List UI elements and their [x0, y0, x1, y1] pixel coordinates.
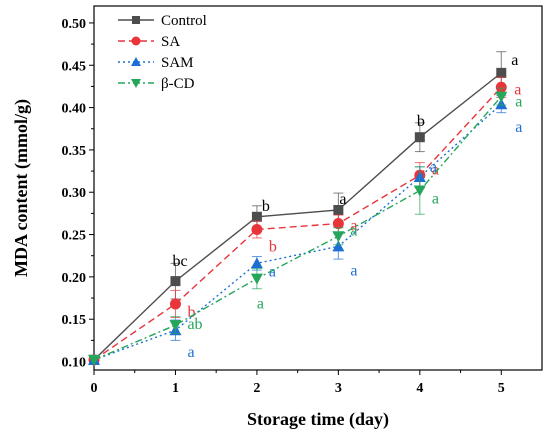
- significance-label: a: [350, 218, 357, 235]
- significance-label: bc: [172, 253, 187, 270]
- significance-label: ab: [187, 316, 202, 333]
- y-tick-label: 0.50: [62, 17, 87, 32]
- legend-label: Control: [161, 13, 207, 29]
- significance-label: a: [432, 161, 439, 178]
- data-point: [495, 91, 508, 103]
- legend-label: SA: [161, 34, 180, 50]
- significance-label: a: [350, 262, 357, 279]
- x-tick-label: 3: [335, 381, 342, 396]
- significance-label: a: [350, 222, 357, 239]
- data-point: [250, 273, 263, 285]
- x-tick-label: 5: [498, 381, 505, 396]
- data-point: [251, 223, 263, 235]
- significance-label: a: [432, 191, 439, 208]
- series-line-1: [93, 86, 502, 361]
- data-point: [169, 320, 182, 332]
- legend-marker: [132, 16, 140, 24]
- data-point: [332, 231, 345, 243]
- significance-label: a: [514, 81, 521, 98]
- x-tick-label: 1: [172, 381, 179, 396]
- data-point: [170, 276, 181, 287]
- data-point: [495, 81, 507, 93]
- legend-marker: [131, 57, 141, 66]
- data-point: [333, 205, 344, 216]
- data-point: [496, 67, 507, 78]
- data-point: [169, 298, 181, 310]
- significance-label: a: [187, 344, 194, 361]
- y-tick-label: 0.45: [62, 59, 87, 74]
- series-line-3: [93, 96, 502, 361]
- x-tick-label: 4: [416, 381, 423, 396]
- x-tick-label: 0: [91, 381, 98, 396]
- x-axis-title: Storage time (day): [247, 409, 389, 430]
- significance-label: a: [269, 263, 276, 280]
- y-tick-label: 0.15: [62, 313, 87, 328]
- data-point: [332, 240, 345, 252]
- y-tick-label: 0.40: [62, 102, 87, 117]
- significance-label: b: [262, 198, 270, 215]
- y-tick-label: 0.35: [62, 144, 87, 159]
- data-point: [414, 132, 425, 143]
- data-point: [250, 257, 263, 269]
- significance-label: a: [257, 296, 264, 313]
- x-tick-label: 2: [253, 381, 260, 396]
- plot-frame: [93, 5, 543, 371]
- legend-marker: [131, 79, 141, 88]
- legend-label: β-CD: [161, 76, 195, 92]
- significance-label: a: [515, 94, 522, 111]
- series-line-0: [93, 72, 502, 361]
- significance-label: a: [515, 119, 522, 136]
- y-tick-label: 0.30: [62, 186, 87, 201]
- data-point: [332, 218, 344, 230]
- significance-label: a: [339, 191, 346, 208]
- legend-label: SAM: [161, 55, 194, 71]
- significance-label: b: [269, 238, 277, 255]
- legend-marker: [131, 36, 141, 46]
- data-point: [413, 185, 426, 197]
- significance-label: a: [430, 159, 437, 176]
- y-axis-title: MDA content (mmol/g): [11, 99, 32, 277]
- series-line-2: [93, 103, 502, 361]
- y-tick-label: 0.25: [62, 229, 87, 244]
- y-tick-label: 0.10: [62, 356, 87, 371]
- significance-label: b: [187, 304, 195, 321]
- data-point: [251, 211, 262, 222]
- significance-label: b: [417, 113, 425, 130]
- significance-label: a: [511, 52, 518, 69]
- data-point: [88, 354, 100, 366]
- y-tick-label: 0.20: [62, 271, 87, 286]
